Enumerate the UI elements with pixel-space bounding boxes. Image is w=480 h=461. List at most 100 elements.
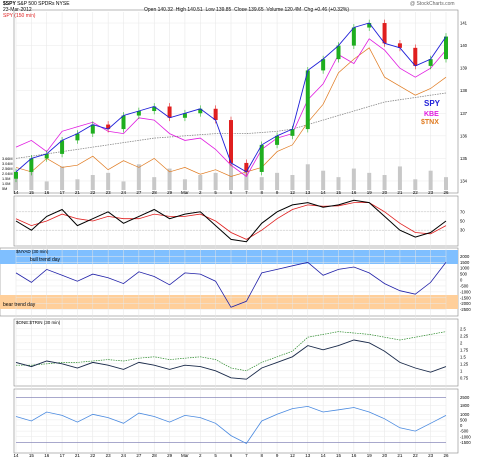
x-tick-label: 24 [121, 190, 127, 195]
y-tick-label: -1000 [460, 289, 471, 294]
x-tick-label: 17 [60, 190, 66, 195]
nyad-line [15, 261, 447, 308]
volume-bar [152, 177, 157, 190]
y-tick-label: 0.75 [460, 375, 469, 380]
x-tick-label: 9 [276, 190, 279, 195]
volume-bar [29, 170, 34, 190]
volume-tick-label: 3.66M [2, 157, 13, 161]
candle-body [428, 59, 433, 66]
x-tick-label: 23 [106, 190, 112, 195]
volume-bar [351, 168, 356, 190]
volume-tick-label: 1.0M [2, 182, 10, 186]
volume-bar [198, 175, 203, 190]
x-tick-label: 24 [121, 453, 127, 458]
x-tick-label: 23 [428, 453, 434, 458]
x-tick-label: 28 [152, 190, 158, 195]
x-tick-label: 14 [13, 190, 19, 195]
oscillator-panel-frame [13, 195, 459, 247]
breadth-title: $NYAD (30 min) [16, 249, 49, 254]
x-tick-label: 20 [382, 453, 388, 458]
y-tick-label: 70 [460, 209, 465, 214]
candle-body [397, 43, 402, 48]
x-tick-label: 23 [106, 453, 112, 458]
volume-tick-label: 5M [2, 187, 7, 191]
y-tick-label: 0 [460, 278, 463, 283]
legend-kbe: KBE [424, 111, 439, 118]
x-tick-label: 16 [44, 453, 50, 458]
y-tick-label: -500 [460, 429, 469, 434]
y-tick-label: 1800 [460, 403, 470, 408]
x-tick-label: 6 [230, 453, 233, 458]
x-tick-label: 5 [214, 453, 217, 458]
x-tick-label: 21 [75, 190, 81, 195]
moving-average-line [15, 92, 447, 159]
volume-bar [182, 179, 187, 190]
x-tick-label: 29 [167, 190, 173, 195]
ratio-title: $ONE:$TRIN (30 min) [16, 320, 61, 325]
x-tick-label: 13 [305, 190, 311, 195]
x-tick-label: 15 [29, 453, 35, 458]
volume-bar [428, 170, 433, 190]
candle-body [321, 59, 326, 71]
x-tick-label: Mar [181, 453, 189, 458]
legend-spy: SPY [424, 99, 441, 108]
y-tick-label: 140 [460, 43, 468, 48]
y-tick-label: 136 [460, 133, 468, 138]
y-tick-label: 2500 [460, 395, 470, 400]
x-tick-label: 12 [290, 190, 296, 195]
x-tick-label: 22 [90, 190, 96, 195]
candle-body [444, 36, 448, 60]
x-tick-label: 8 [260, 190, 263, 195]
volume-tick-label: 2.56M [2, 167, 13, 171]
candle-body [229, 120, 233, 163]
y-tick-label: -1500 [460, 295, 471, 300]
ratio-panel-frame [13, 318, 459, 387]
y-tick-label: 1.75 [460, 347, 469, 352]
y-tick-label: 137 [460, 111, 468, 116]
y-tick-label: 2.5 [460, 326, 466, 331]
x-tick-label: 14 [321, 190, 327, 195]
volume-bar [229, 160, 233, 190]
x-tick-label: 28 [152, 453, 158, 458]
x-tick-label: 21 [397, 190, 403, 195]
bull-zone [0, 250, 458, 264]
x-tick-label: 15 [29, 190, 35, 195]
y-tick-label: -1500 [460, 440, 471, 445]
x-tick-label: 15 [336, 190, 342, 195]
volume-bar [382, 175, 387, 190]
symbol-line: $SPY S&P 500 SPDRs NYSE [3, 1, 70, 7]
volume-bar [290, 175, 295, 190]
spy-line [15, 22, 447, 173]
candle-body [167, 106, 172, 118]
volume-bar [14, 177, 18, 190]
x-tick-label: 15 [336, 453, 342, 458]
volume-bar [336, 177, 341, 190]
y-tick-label: -2000 [460, 301, 471, 306]
candle-body [351, 27, 356, 46]
x-tick-label: 26 [443, 190, 449, 195]
x-tick-label: 27 [136, 453, 142, 458]
y-tick-label: 1000 [460, 266, 470, 271]
x-tick-label: Mar [181, 190, 189, 195]
security-name: S&P 500 SPDRs [17, 1, 55, 7]
x-tick-label: 22 [413, 453, 419, 458]
bottom-osc-line [15, 405, 447, 445]
x-tick-label: 16 [44, 190, 50, 195]
candle-body [60, 140, 65, 154]
volume-bar [121, 181, 126, 190]
y-tick-label: 30 [460, 228, 465, 233]
candle-body [90, 124, 95, 134]
y-tick-label: 1000 [460, 412, 470, 417]
candle-body [244, 162, 249, 172]
candle-body [106, 124, 111, 130]
y-tick-label: 138 [460, 88, 468, 93]
volume-bar [367, 172, 372, 190]
candle-body [367, 23, 372, 28]
candle-body [275, 135, 280, 145]
legend-tnx: $TNX [421, 119, 439, 126]
volume-bar [275, 172, 280, 190]
price-panel-frame [13, 9, 459, 194]
candle-body [259, 144, 264, 172]
